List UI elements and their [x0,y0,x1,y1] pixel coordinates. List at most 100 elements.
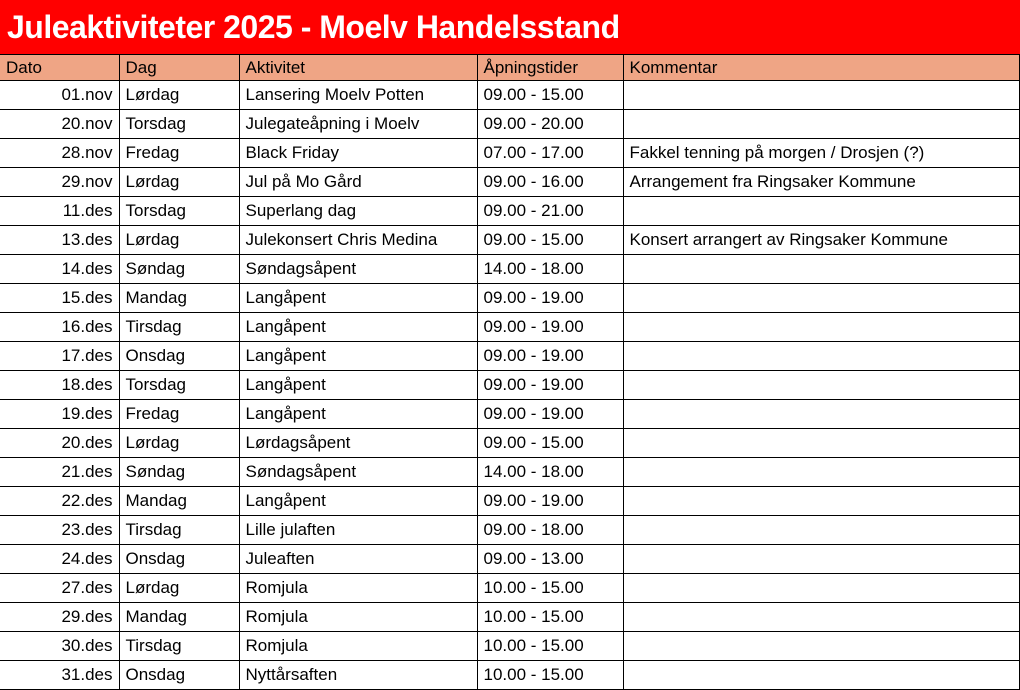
cell-kommentar [622,196,1020,226]
table-row: 19.des Fredag Langåpent 09.00 - 19.00 [0,399,1020,429]
cell-dato: 13.des [0,225,120,255]
cell-dag: Mandag [118,283,240,313]
column-header-apningstider: Åpningstider [476,54,624,81]
cell-tider: 09.00 - 19.00 [476,312,624,342]
cell-dag: Søndag [118,254,240,284]
cell-tider: 14.00 - 18.00 [476,254,624,284]
cell-aktivitet: Romjula [238,631,478,661]
cell-dag: Mandag [118,486,240,516]
cell-aktivitet: Langåpent [238,370,478,400]
cell-tider: 09.00 - 15.00 [476,428,624,458]
cell-tider: 09.00 - 16.00 [476,167,624,197]
cell-dato: 23.des [0,515,120,545]
cell-kommentar [622,254,1020,284]
column-header-kommentar: Kommentar [622,54,1020,81]
table-row: 15.des Mandag Langåpent 09.00 - 19.00 [0,283,1020,313]
cell-dato: 15.des [0,283,120,313]
cell-kommentar [622,428,1020,458]
cell-aktivitet: Langåpent [238,341,478,371]
cell-dato: 21.des [0,457,120,487]
cell-aktivitet: Romjula [238,602,478,632]
cell-dato: 20.des [0,428,120,458]
cell-dag: Tirsdag [118,631,240,661]
cell-kommentar [622,370,1020,400]
cell-tider: 09.00 - 19.00 [476,341,624,371]
cell-dag: Torsdag [118,370,240,400]
cell-dag: Mandag [118,602,240,632]
column-header-aktivitet: Aktivitet [238,54,478,81]
cell-dato: 11.des [0,196,120,226]
cell-aktivitet: Superlang dag [238,196,478,226]
table-row: 13.des Lørdag Julekonsert Chris Medina 09.0… [0,225,1020,255]
cell-tider: 10.00 - 15.00 [476,660,624,690]
cell-dato: 28.nov [0,138,120,168]
table-row: 11.des Torsdag Superlang dag 09.00 - 21.00 [0,196,1020,226]
cell-dag: Tirsdag [118,515,240,545]
cell-aktivitet: Langåpent [238,486,478,516]
table-row: 22.des Mandag Langåpent 09.00 - 19.00 [0,486,1020,516]
cell-tider: 09.00 - 15.00 [476,80,624,110]
cell-kommentar [622,283,1020,313]
cell-dato: 16.des [0,312,120,342]
column-header-dag: Dag [118,54,240,81]
cell-kommentar [622,457,1020,487]
cell-dato: 01.nov [0,80,120,110]
table-row: 29.des Mandag Romjula 10.00 - 15.00 [0,602,1020,632]
table-row: 18.des Torsdag Langåpent 09.00 - 19.00 [0,370,1020,400]
cell-kommentar [622,515,1020,545]
cell-dag: Fredag [118,399,240,429]
cell-kommentar: Arrangement fra Ringsaker Kommune [622,167,1020,197]
cell-dag: Lørdag [118,573,240,603]
cell-tider: 09.00 - 19.00 [476,370,624,400]
column-header-dato: Dato [0,54,120,81]
cell-dato: 24.des [0,544,120,574]
cell-kommentar: Konsert arrangert av Ringsaker Kommune [622,225,1020,255]
cell-dato: 14.des [0,254,120,284]
table-row: 30.des Tirsdag Romjula 10.00 - 15.00 [0,631,1020,661]
cell-dato: 31.des [0,660,120,690]
cell-dato: 30.des [0,631,120,661]
cell-tider: 09.00 - 13.00 [476,544,624,574]
table-row: 21.des Søndag Søndagsåpent 14.00 - 18.00 [0,457,1020,487]
cell-dag: Torsdag [118,109,240,139]
cell-kommentar [622,312,1020,342]
cell-tider: 09.00 - 19.00 [476,486,624,516]
cell-aktivitet: Juleaften [238,544,478,574]
cell-dag: Lørdag [118,428,240,458]
header-row: Dato Dag Aktivitet Åpningstider Kommenta… [0,54,1020,81]
cell-dag: Torsdag [118,196,240,226]
cell-aktivitet: Lansering Moelv Potten [238,80,478,110]
cell-aktivitet: Julegateåpning i Moelv [238,109,478,139]
cell-dag: Lørdag [118,225,240,255]
cell-aktivitet: Julekonsert Chris Medina [238,225,478,255]
cell-dag: Fredag [118,138,240,168]
cell-kommentar [622,573,1020,603]
cell-kommentar [622,80,1020,110]
cell-dag: Lørdag [118,80,240,110]
table-row: 24.des Onsdag Juleaften 09.00 - 13.00 [0,544,1020,574]
cell-tider: 09.00 - 20.00 [476,109,624,139]
cell-dag: Onsdag [118,660,240,690]
cell-tider: 10.00 - 15.00 [476,573,624,603]
table-row: 16.des Tirsdag Langåpent 09.00 - 19.00 [0,312,1020,342]
cell-aktivitet: Lørdagsåpent [238,428,478,458]
activities-table: Dato Dag Aktivitet Åpningstider Kommenta… [0,54,1020,690]
table-row: 28.nov Fredag Black Friday 07.00 - 17.00 Fak… [0,138,1020,168]
cell-tider: 09.00 - 21.00 [476,196,624,226]
cell-kommentar [622,109,1020,139]
cell-dato: 17.des [0,341,120,371]
cell-aktivitet: Søndagsåpent [238,254,478,284]
cell-aktivitet: Langåpent [238,312,478,342]
table-body: 01.nov Lørdag Lansering Moelv Potten 09.00 … [0,80,1020,690]
cell-kommentar [622,544,1020,574]
cell-kommentar: Fakkel tenning på morgen / Drosjen (?) [622,138,1020,168]
cell-dato: 20.nov [0,109,120,139]
table-row: 14.des Søndag Søndagsåpent 14.00 - 18.00 [0,254,1020,284]
cell-dag: Onsdag [118,544,240,574]
cell-dato: 27.des [0,573,120,603]
page-title: Juleaktiviteter 2025 - Moelv Handelsstan… [7,8,620,45]
cell-aktivitet: Lille julaften [238,515,478,545]
cell-dato: 19.des [0,399,120,429]
cell-dag: Lørdag [118,167,240,197]
